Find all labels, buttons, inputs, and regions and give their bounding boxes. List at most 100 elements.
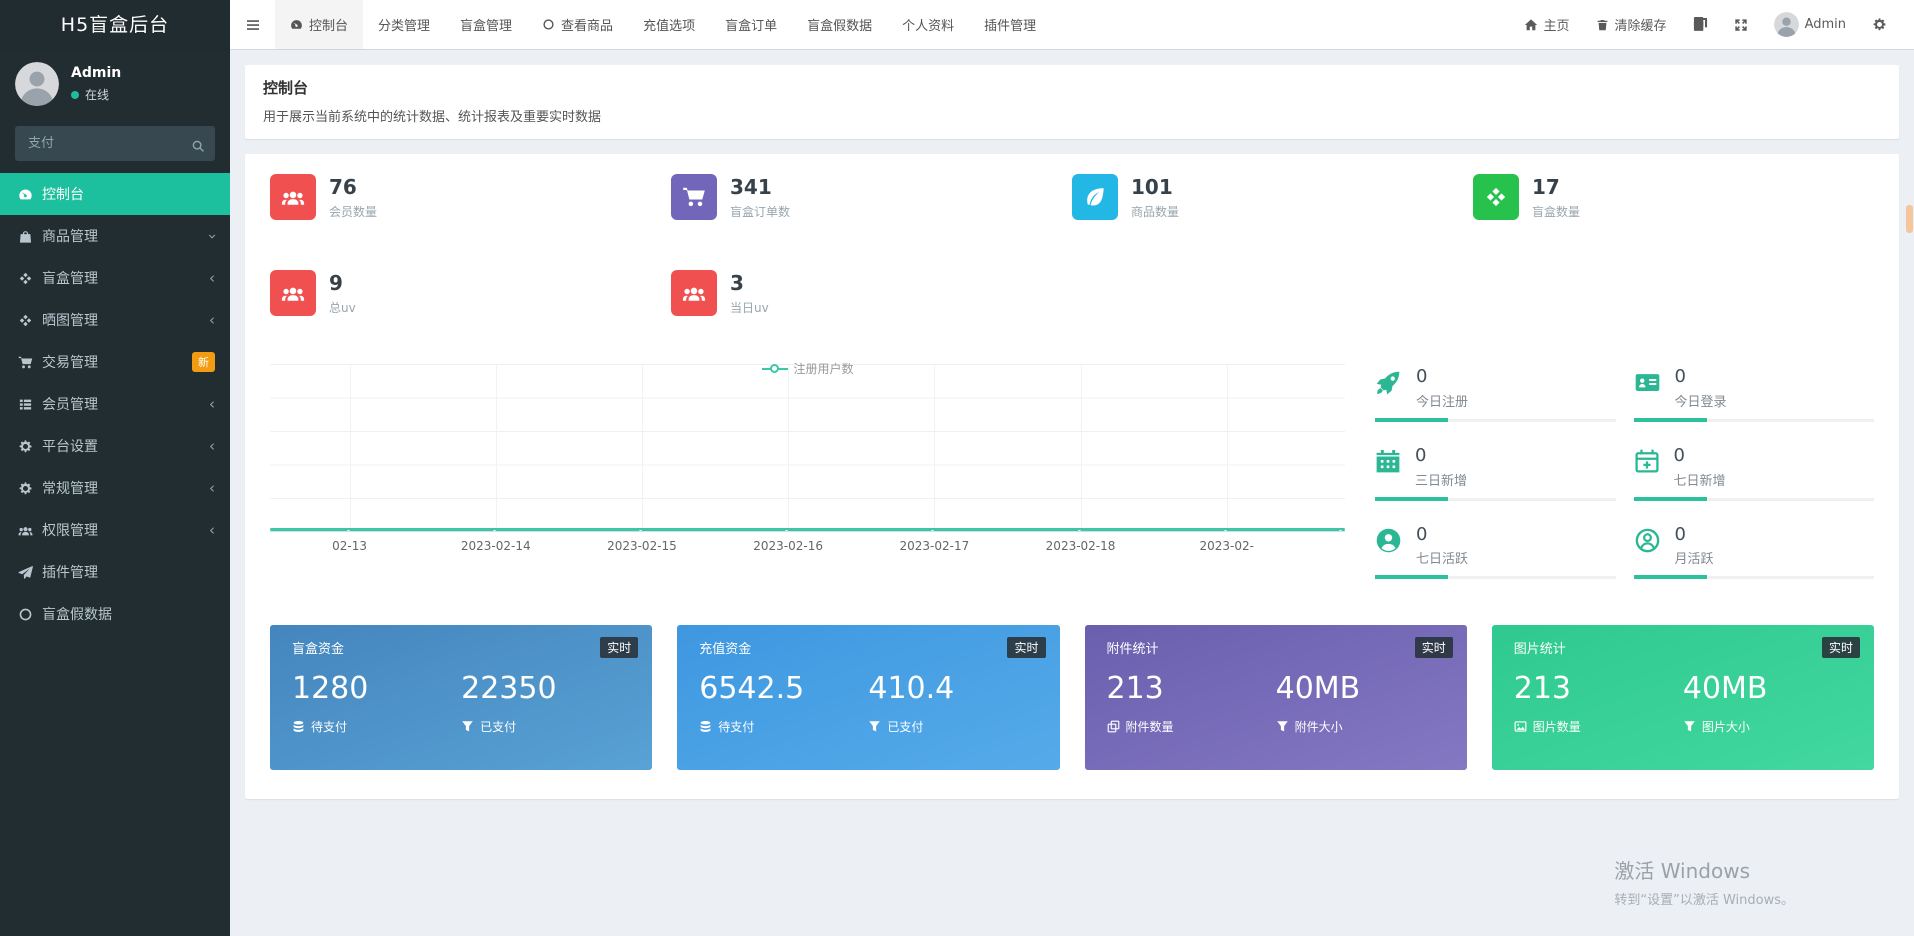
- chart-legend[interactable]: 注册用户数: [761, 360, 854, 377]
- cart-icon: [18, 354, 42, 370]
- tab-fakedata[interactable]: 盲盒假数据: [807, 19, 873, 34]
- sidebar-search-input[interactable]: [15, 126, 215, 161]
- chart-x-axis: 02-13 2023-02-14 2023-02-15 2023-02-16 2…: [332, 539, 1254, 553]
- progress-bar: [1375, 496, 1616, 501]
- progress-bar: [1633, 417, 1874, 422]
- sidebar: H5盲盒后台 Admin 在线 控制台 商品管理‹ 盲盒管理‹ 晒图管理‹ 交易…: [0, 0, 230, 936]
- stat-value: 9: [329, 271, 343, 295]
- stat-row-1: 76 会员数量 341 盲盒订单数 101 商品数量 17 盲盒数量: [270, 174, 1874, 220]
- sidebar-item-members[interactable]: 会员管理 ‹: [0, 383, 230, 425]
- chevron-down-icon: ‹: [202, 233, 221, 239]
- page-header: 控制台 用于展示当前系统中的统计数据、统计报表及重要实时数据: [245, 65, 1899, 139]
- sidebar-menu: 控制台 商品管理 ‹ 盲盒管理 ‹ 晒图管理 ‹ 交易管理新 会员管理 ‹ 平台设置 ‹ …: [0, 173, 230, 635]
- sidebar-item-blindbox[interactable]: 盲盒管理 ‹: [0, 257, 230, 299]
- circle-icon: [542, 18, 555, 31]
- tab-dashboard[interactable]: 控制台: [275, 0, 364, 49]
- sidebar-item-photos[interactable]: 晒图管理 ‹: [0, 299, 230, 341]
- sidebar-item-auth[interactable]: 权限管理 ‹: [0, 509, 230, 551]
- progress-bar: [1633, 575, 1874, 580]
- stat-label: 盲盒数量: [1532, 205, 1581, 219]
- chevron-left-icon: ‹: [209, 478, 215, 497]
- home-link[interactable]: 主页: [1511, 0, 1583, 49]
- settings-button[interactable]: [1859, 0, 1900, 49]
- search-icon[interactable]: [191, 135, 205, 154]
- card-title: 附件统计: [1106, 642, 1159, 658]
- gauge-icon: [18, 186, 42, 202]
- stat-value: 76: [329, 175, 357, 199]
- stat-value: 17: [1532, 175, 1560, 199]
- tab-category[interactable]: 分类管理: [378, 19, 431, 34]
- user-avatar: [15, 62, 59, 106]
- chevron-left-icon: ‹: [209, 394, 215, 413]
- chevron-left-icon: ‹: [209, 310, 215, 329]
- users-icon: [270, 270, 316, 316]
- calendar-icon: [1375, 448, 1401, 474]
- database-icon: [699, 720, 712, 733]
- quick-stats: 0 今日注册 0 今日登录 0 三日新增 0 七日新增: [1375, 364, 1874, 580]
- bag-icon: [18, 228, 42, 244]
- stat-label: 总uv: [329, 301, 356, 315]
- chevron-left-icon: ‹: [209, 268, 215, 287]
- cubes-icon: [18, 270, 42, 286]
- stat-total-uv: 9 总uv: [270, 270, 671, 316]
- dashboard-panel: 76 会员数量 341 盲盒订单数 101 商品数量 17 盲盒数量 9 总uv: [245, 154, 1899, 799]
- tab-addons[interactable]: 插件管理: [984, 19, 1037, 34]
- realtime-badge: 实时: [600, 637, 639, 659]
- rocket-icon: [1375, 369, 1402, 396]
- gear-icon: [1872, 17, 1887, 32]
- stat-label: 会员数量: [329, 205, 378, 219]
- main-content: 控制台 用于展示当前系统中的统计数据、统计报表及重要实时数据 76 会员数量 34…: [230, 50, 1914, 936]
- cogs-icon: [18, 480, 42, 496]
- user-menu[interactable]: Admin: [1761, 0, 1859, 49]
- tab-blindbox[interactable]: 盲盒管理: [460, 19, 513, 34]
- brand-title: H5盲盒后台: [0, 0, 230, 50]
- cart-icon: [671, 174, 717, 220]
- realtime-badge: 实时: [1821, 637, 1860, 659]
- tab-profile[interactable]: 个人资料: [902, 19, 955, 34]
- expand-icon: [1734, 18, 1748, 32]
- stat-goods: 101 商品数量: [1072, 174, 1473, 220]
- windows-activation-watermark: 激活 Windows 转到“设置”以激活 Windows。: [1614, 859, 1794, 908]
- legend-marker-icon: [761, 363, 788, 373]
- tab-view-goods[interactable]: 查看商品: [527, 0, 628, 49]
- sidebar-item-dashboard[interactable]: 控制台: [0, 173, 230, 215]
- chart-plot-area: [270, 364, 1345, 532]
- stat-row-2: 9 总uv 3 当日uv: [270, 270, 1874, 316]
- sidebar-item-addons[interactable]: 插件管理: [0, 551, 230, 593]
- users-icon: [270, 174, 316, 220]
- sidebar-search: [15, 126, 215, 161]
- stat-label: 当日uv: [730, 301, 769, 315]
- cubes-icon: [1473, 174, 1519, 220]
- gauge-icon: [290, 18, 303, 31]
- nav-tabs: 控制台 分类管理 盲盒管理 查看商品 充值选项 盲盒订单 盲盒假数据 个人资料 …: [275, 0, 1051, 49]
- cubes-icon: [18, 312, 42, 328]
- scrollbar-thumb[interactable]: [1906, 205, 1913, 233]
- avatar: [1774, 12, 1799, 37]
- online-dot: [71, 90, 79, 99]
- page-description: 用于展示当前系统中的统计数据、统计报表及重要实时数据: [263, 110, 602, 125]
- users-icon: [671, 270, 717, 316]
- progress-bar: [1633, 496, 1874, 501]
- fullscreen-button[interactable]: [1721, 0, 1761, 49]
- users-icon: [18, 522, 42, 538]
- sidebar-toggle-button[interactable]: [230, 0, 275, 49]
- funnel-icon: [1683, 720, 1696, 733]
- language-button[interactable]: [1680, 0, 1721, 49]
- stat-label: 商品数量: [1131, 205, 1180, 219]
- leaf-icon: [1072, 174, 1118, 220]
- sidebar-item-platform[interactable]: 平台设置 ‹: [0, 425, 230, 467]
- database-icon: [292, 720, 305, 733]
- sidebar-item-fakedata[interactable]: 盲盒假数据: [0, 593, 230, 635]
- sidebar-item-general[interactable]: 常规管理 ‹: [0, 467, 230, 509]
- quick-stat-7day-new: 0 七日新增: [1633, 445, 1874, 501]
- sidebar-item-trade[interactable]: 交易管理新: [0, 341, 230, 383]
- tab-recharge[interactable]: 充值选项: [643, 19, 696, 34]
- tab-orders[interactable]: 盲盒订单: [725, 19, 778, 34]
- register-chart: 注册用户数 02-13 2023-02-14 2023-02-15 2023-0…: [270, 362, 1345, 579]
- funnel-icon: [461, 720, 474, 733]
- quick-stat-7day-active: 0 七日活跃: [1375, 524, 1616, 580]
- clear-cache-button[interactable]: 清除缓存: [1583, 0, 1680, 49]
- circle-icon: [18, 606, 42, 622]
- user-status: 在线: [71, 86, 121, 103]
- sidebar-item-goods[interactable]: 商品管理 ‹: [0, 215, 230, 257]
